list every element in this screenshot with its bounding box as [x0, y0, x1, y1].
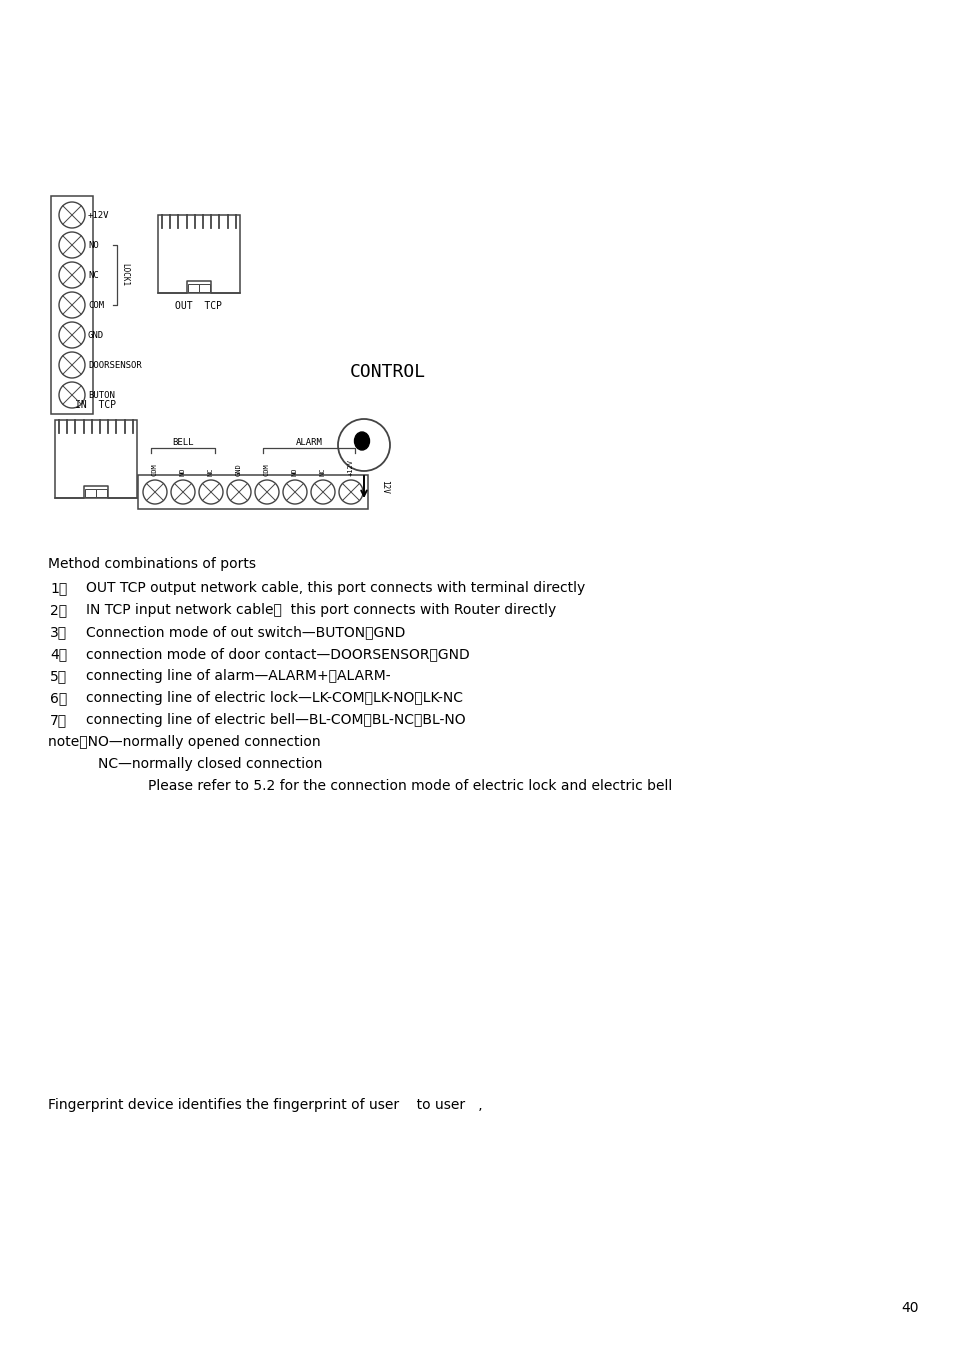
Bar — [199, 284, 210, 292]
Text: COM: COM — [264, 463, 270, 477]
Text: ALARM: ALARM — [295, 437, 322, 447]
Text: NO: NO — [292, 467, 297, 477]
Text: COM: COM — [88, 301, 104, 309]
Text: connecting line of electric lock—LK-COM、LK-NO、LK-NC: connecting line of electric lock—LK-COM、… — [86, 691, 462, 705]
Text: COM: COM — [152, 463, 158, 477]
Text: 4、: 4、 — [50, 647, 67, 662]
Text: NC: NC — [88, 270, 99, 279]
Bar — [96, 489, 107, 497]
Text: IN  TCP: IN TCP — [75, 400, 116, 410]
Text: 40: 40 — [901, 1301, 918, 1315]
Bar — [158, 215, 240, 293]
Text: Connection mode of out switch—BUTON、GND: Connection mode of out switch—BUTON、GND — [86, 625, 405, 639]
Text: connecting line of alarm—ALARM+、ALARM-: connecting line of alarm—ALARM+、ALARM- — [86, 670, 390, 683]
Text: +12V: +12V — [348, 459, 354, 477]
Text: GND: GND — [88, 331, 104, 339]
Text: CONTROL: CONTROL — [350, 363, 426, 381]
Text: 7、: 7、 — [50, 713, 67, 728]
Bar — [51, 196, 92, 414]
Bar — [138, 475, 368, 509]
Text: NC: NC — [319, 467, 326, 477]
Text: LOCK1: LOCK1 — [120, 263, 129, 286]
Text: connecting line of electric bell—BL-COM、BL-NC、BL-NO: connecting line of electric bell—BL-COM、… — [86, 713, 465, 728]
Text: IN TCP input network cable，  this port connects with Router directly: IN TCP input network cable， this port co… — [86, 603, 556, 617]
Text: 5、: 5、 — [50, 670, 67, 683]
Text: NC—normally closed connection: NC—normally closed connection — [98, 757, 322, 771]
Text: note：NO—normally opened connection: note：NO—normally opened connection — [48, 734, 320, 749]
Text: GND: GND — [235, 463, 242, 477]
Text: 2、: 2、 — [50, 603, 67, 617]
Text: 12V: 12V — [379, 481, 389, 494]
Ellipse shape — [355, 432, 369, 450]
Bar — [55, 420, 137, 498]
Text: 1、: 1、 — [50, 580, 67, 595]
Text: connection mode of door contact—DOORSENSOR、GND: connection mode of door contact—DOORSENS… — [86, 647, 469, 662]
Text: 3、: 3、 — [50, 625, 67, 639]
Text: NO: NO — [88, 240, 99, 250]
Text: OUT  TCP: OUT TCP — [175, 301, 222, 310]
Text: Fingerprint device identifies the fingerprint of user    to user   ,: Fingerprint device identifies the finger… — [48, 1098, 482, 1112]
Bar — [189, 284, 198, 292]
Text: Method combinations of ports: Method combinations of ports — [48, 558, 255, 571]
Text: +12V: +12V — [88, 211, 110, 220]
Text: BUTON: BUTON — [88, 390, 114, 400]
Bar — [86, 489, 95, 497]
Text: NC: NC — [208, 467, 213, 477]
Text: OUT TCP output network cable, this port connects with terminal directly: OUT TCP output network cable, this port … — [86, 580, 584, 595]
Text: NO: NO — [180, 467, 186, 477]
Text: DOORSENSOR: DOORSENSOR — [88, 360, 142, 370]
Text: 6、: 6、 — [50, 691, 67, 705]
Text: Please refer to 5.2 for the connection mode of electric lock and electric bell: Please refer to 5.2 for the connection m… — [148, 779, 672, 792]
Text: BELL: BELL — [172, 437, 193, 447]
